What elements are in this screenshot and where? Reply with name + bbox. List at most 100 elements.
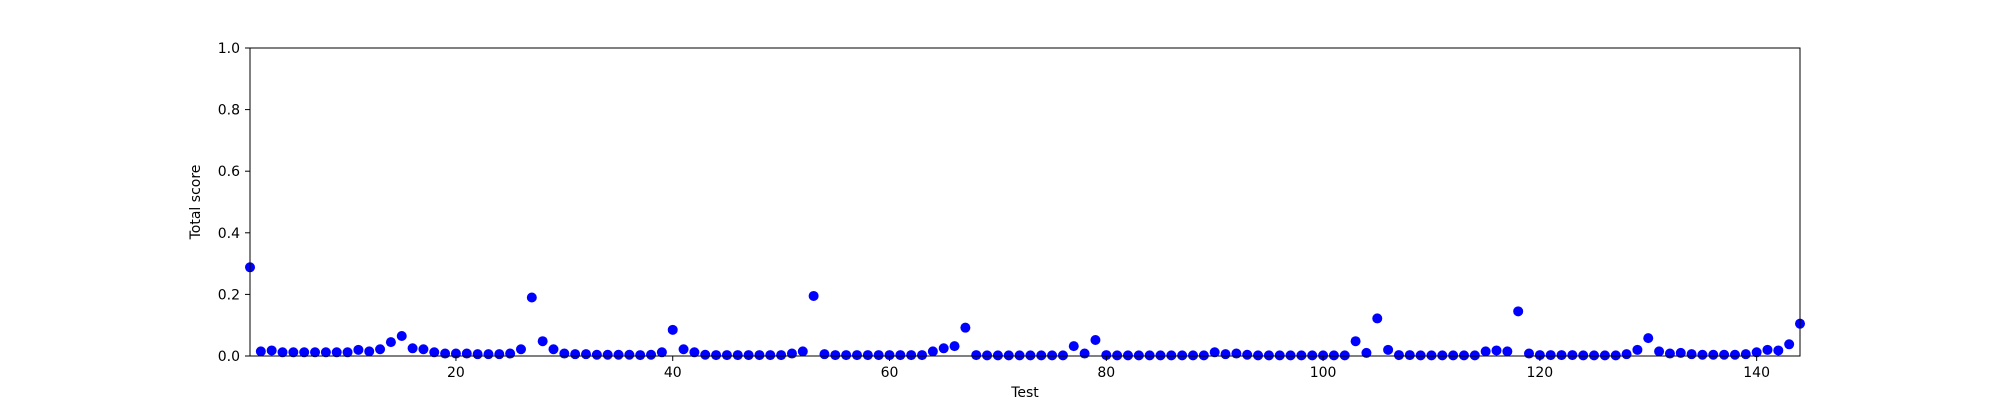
x-tick-label: 100 (1310, 365, 1337, 381)
data-point (1209, 347, 1220, 358)
data-point (873, 350, 884, 361)
data-point (1458, 350, 1469, 361)
data-point (515, 344, 526, 355)
data-point (851, 350, 862, 361)
data-point (1708, 349, 1719, 360)
data-point (1068, 341, 1079, 352)
data-point (1610, 350, 1621, 361)
data-point (1524, 348, 1535, 359)
data-point (1675, 347, 1686, 358)
data-point (613, 349, 624, 360)
data-point (1198, 350, 1209, 361)
data-point (646, 349, 657, 360)
data-point (1415, 350, 1426, 361)
data-point (1274, 350, 1285, 361)
data-point (1339, 350, 1350, 361)
data-point (1350, 336, 1361, 347)
data-points (245, 262, 1805, 361)
x-axis-ticks: 20 40 60 80 100 120 140 (447, 356, 1770, 381)
data-point (1448, 350, 1459, 361)
data-point (548, 344, 559, 355)
data-point (797, 346, 808, 357)
data-point (1079, 348, 1090, 359)
data-point (1133, 350, 1144, 361)
data-point (277, 347, 288, 358)
data-point (1155, 350, 1166, 361)
data-point (320, 347, 331, 358)
data-point (1729, 349, 1740, 360)
x-tick-label: 80 (1097, 365, 1115, 381)
data-point (526, 292, 537, 303)
data-point (1307, 350, 1318, 361)
y-tick-label: 0.8 (218, 103, 240, 119)
data-point (570, 349, 581, 360)
y-tick-label: 0.0 (218, 349, 240, 365)
data-point (917, 350, 928, 361)
data-point (472, 349, 483, 360)
data-point (1664, 348, 1675, 359)
data-point (407, 343, 418, 354)
data-point (1404, 350, 1415, 361)
data-point (1177, 350, 1188, 361)
data-point (1253, 350, 1264, 361)
data-point (537, 336, 548, 347)
data-point (776, 350, 787, 361)
x-tick-label: 140 (1743, 365, 1770, 381)
data-point (288, 347, 299, 358)
y-tick-label: 0.6 (218, 164, 240, 180)
data-point (982, 350, 993, 361)
data-point (1480, 346, 1491, 357)
data-point (1773, 345, 1784, 356)
data-point (678, 344, 689, 355)
data-point (429, 347, 440, 358)
data-point (1654, 346, 1665, 357)
data-point (700, 349, 711, 360)
data-point (255, 346, 266, 357)
data-point (1784, 339, 1795, 350)
data-point (743, 350, 754, 361)
data-point (862, 350, 873, 361)
data-point (1166, 350, 1177, 361)
data-point (808, 290, 819, 301)
data-point (591, 349, 602, 360)
data-point (440, 348, 451, 359)
data-point (1296, 350, 1307, 361)
data-point (1122, 350, 1133, 361)
data-point (1231, 348, 1242, 359)
data-point (1047, 350, 1058, 361)
data-point (299, 347, 310, 358)
data-point (721, 350, 732, 361)
data-point (396, 330, 407, 341)
data-point (494, 349, 505, 360)
data-point (331, 347, 342, 358)
data-point (385, 337, 396, 348)
data-point (949, 341, 960, 352)
data-point (1621, 349, 1632, 360)
data-point (732, 350, 743, 361)
y-axis-label: Total score (188, 165, 204, 241)
data-point (1686, 349, 1697, 360)
data-point (461, 348, 472, 359)
data-point (1263, 350, 1274, 361)
data-point (1437, 350, 1448, 361)
data-point (1285, 350, 1296, 361)
data-point (483, 349, 494, 360)
data-point (689, 347, 700, 358)
y-tick-label: 0.4 (218, 226, 240, 242)
data-point (635, 350, 646, 361)
data-point (1643, 333, 1654, 344)
data-point (1014, 350, 1025, 361)
data-point (1578, 350, 1589, 361)
data-point (1556, 350, 1567, 361)
data-point (1025, 350, 1036, 361)
data-point (884, 350, 895, 361)
data-point (1393, 350, 1404, 361)
data-point (992, 350, 1003, 361)
data-point (711, 350, 722, 361)
data-point (1599, 350, 1610, 361)
data-point (342, 347, 353, 358)
data-point (505, 348, 516, 359)
x-tick-label: 20 (447, 365, 465, 381)
data-point (559, 348, 570, 359)
data-point (602, 349, 613, 360)
